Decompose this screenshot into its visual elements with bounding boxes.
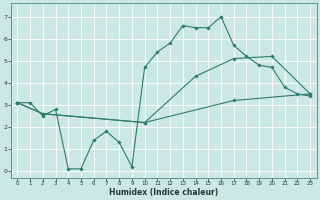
X-axis label: Humidex (Indice chaleur): Humidex (Indice chaleur): [109, 188, 218, 197]
